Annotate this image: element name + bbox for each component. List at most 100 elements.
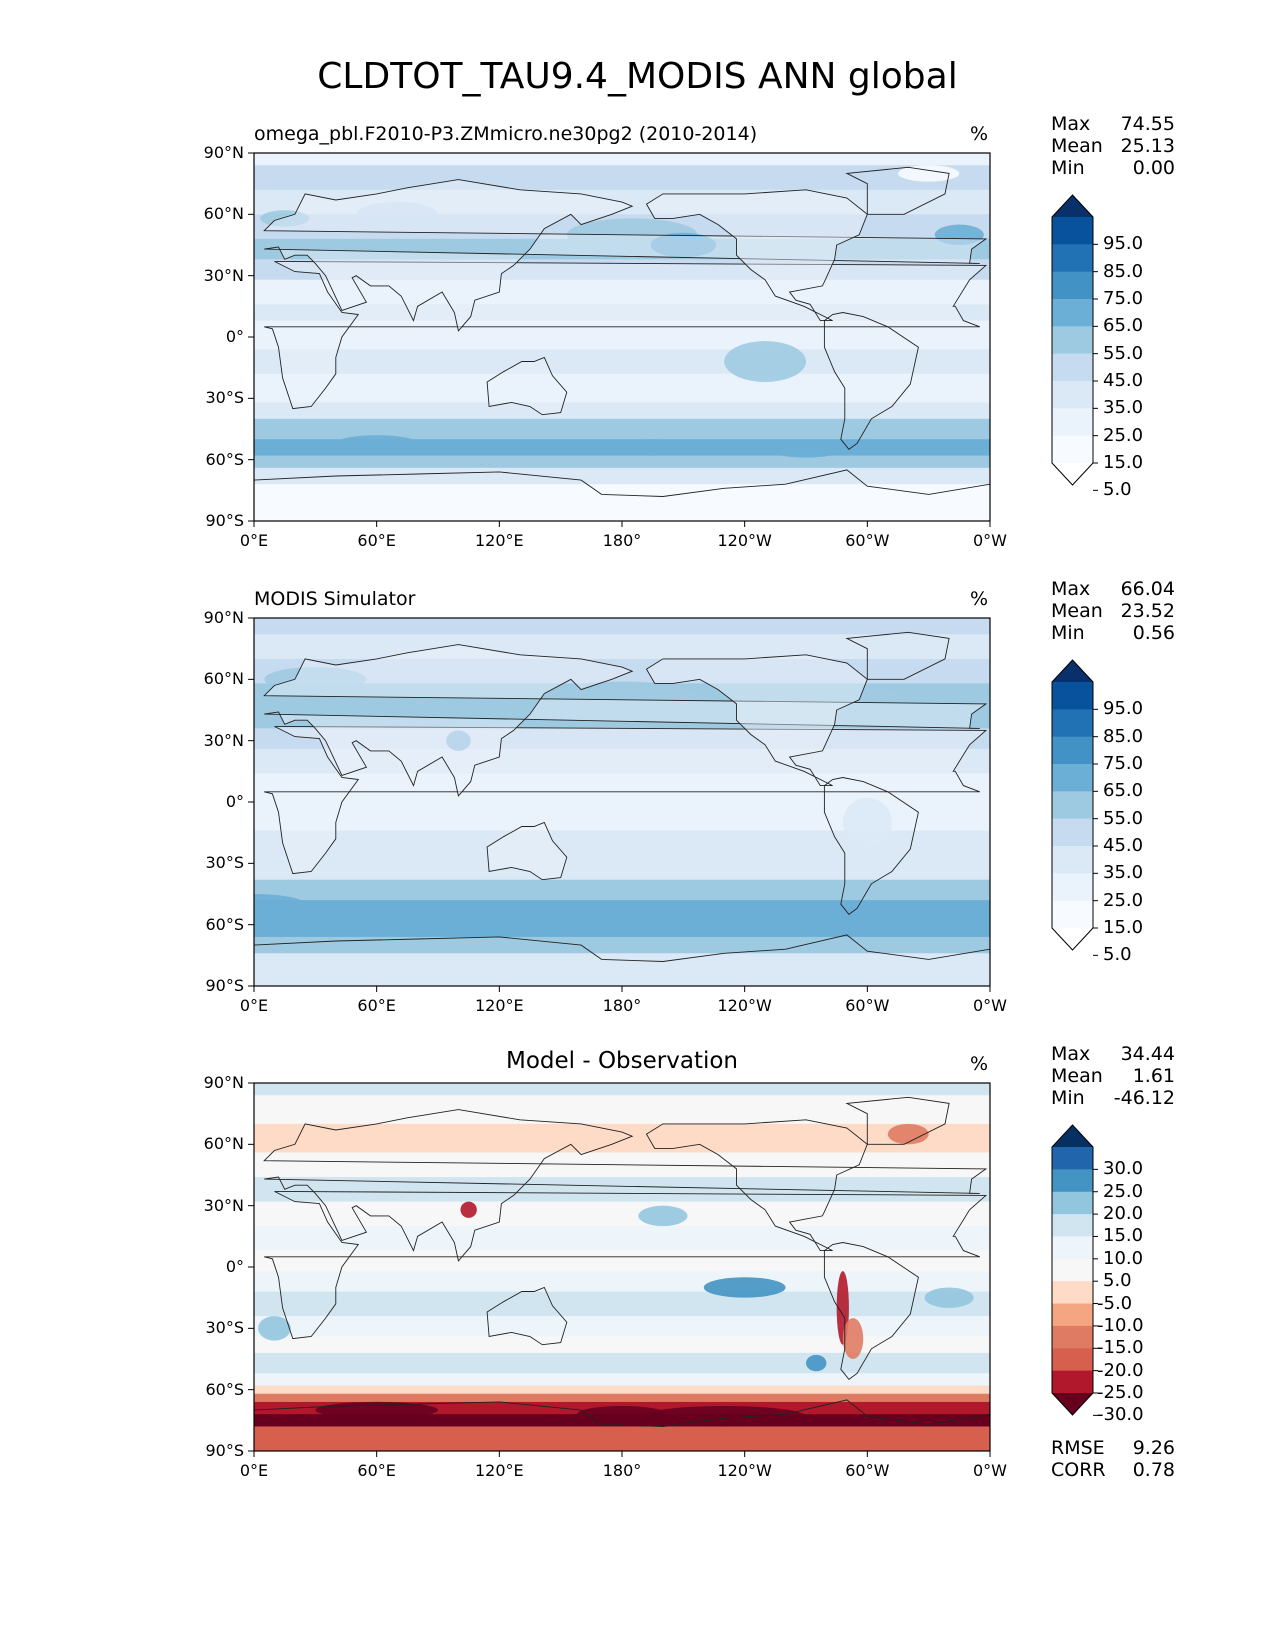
contour-band (254, 1250, 990, 1272)
x-tick-label: 120°E (475, 531, 524, 550)
colorbar-extend-top (1052, 195, 1093, 217)
colorbar-label: 5.0 (1103, 479, 1132, 501)
contour-blob (356, 202, 438, 227)
colorbar-label: 45.0 (1103, 370, 1144, 391)
contour-blob (842, 797, 892, 847)
land-shading (646, 189, 868, 321)
x-tick-label: 0°W (973, 1461, 1007, 1480)
y-tick-label: 90°N (203, 1073, 244, 1092)
y-tick-label: 60°N (203, 1134, 244, 1154)
stat-mean-label: Mean (1051, 600, 1103, 622)
stat-min-label: Min (1051, 622, 1085, 644)
coastline (823, 312, 919, 451)
rmse-label: RMSE (1051, 1437, 1105, 1459)
contour-band (254, 900, 990, 922)
stat-mean-value: 1.61 (1132, 1065, 1175, 1087)
land-shading (264, 644, 986, 796)
colorbar-label: 15.0 (1103, 452, 1144, 473)
colorbar-segment (1052, 682, 1093, 710)
contour-band (254, 936, 990, 954)
colorbar-label: 35.0 (1103, 397, 1144, 419)
colorbar-label: 65.0 (1103, 315, 1144, 337)
x-tick-label: 0°E (239, 531, 269, 550)
stat-mean-label: Mean (1051, 1065, 1103, 1087)
contour-band (254, 484, 990, 521)
contour-band (254, 1336, 990, 1354)
y-tick-label: 90°S (205, 511, 244, 530)
colorbar-label: 65.0 (1103, 780, 1144, 802)
contour-band (254, 153, 990, 166)
x-tick-label: 60°E (357, 531, 396, 550)
colorbar-segment (1052, 1214, 1093, 1237)
panel-title: Model - Observation (505, 1048, 739, 1074)
contour-band (254, 1352, 990, 1374)
map-panel-1 (248, 152, 1098, 527)
contour-band (254, 953, 990, 986)
contour-blob (638, 1205, 688, 1227)
contour-field (254, 1083, 990, 1451)
contour-band (254, 920, 990, 938)
colorbar-segment (1052, 818, 1093, 847)
colorbar-extend-top (1052, 660, 1093, 682)
contour-blob (577, 1406, 667, 1423)
colorbar-segment (1052, 1169, 1093, 1193)
colorbar-segment (1052, 900, 1093, 929)
corr-label: CORR (1051, 1459, 1106, 1481)
panel-title: MODIS Simulator (254, 588, 416, 610)
x-tick-label: 0°W (973, 996, 1007, 1015)
colorbar (1051, 194, 1098, 491)
y-tick-label: 30°S (205, 1318, 244, 1338)
stat-max-value: 34.44 (1120, 1043, 1175, 1065)
contour-blob (335, 435, 418, 452)
x-tick-label: 180° (602, 996, 642, 1015)
land-shading (646, 654, 868, 786)
contour-field (254, 153, 990, 521)
contour-blob (724, 341, 806, 382)
contour-band (254, 810, 990, 832)
unit-label: % (970, 123, 989, 145)
contour-band (254, 879, 990, 901)
colorbar-segment (1052, 1348, 1093, 1372)
colorbar-label: 55.0 (1103, 342, 1144, 364)
contour-band (254, 349, 990, 375)
y-tick-label: 30°N (203, 1195, 244, 1215)
coastline (486, 821, 568, 881)
colorbar-segment (1052, 353, 1093, 382)
colorbar-label: -20.0 (1097, 1359, 1144, 1381)
contour-band (254, 1123, 990, 1154)
x-tick-label: 120°E (475, 1461, 524, 1480)
stat-mean-label: Mean (1051, 135, 1103, 157)
contour-band (254, 748, 990, 774)
coastline (486, 356, 568, 416)
contour-band (254, 279, 990, 305)
x-tick-label: 60°W (845, 996, 890, 1015)
stat-mean-value: 23.52 (1120, 600, 1175, 622)
colorbar-label: 35.0 (1103, 862, 1144, 884)
colorbar-segment (1052, 381, 1093, 409)
colorbar-segment (1052, 299, 1093, 327)
x-tick-label: 120°W (717, 531, 772, 550)
contour-band (254, 707, 990, 729)
colorbar-segment (1052, 709, 1093, 738)
x-tick-label: 60°E (357, 996, 396, 1015)
y-tick-label: 60°S (205, 449, 244, 469)
colorbar-label: 95.0 (1103, 698, 1144, 720)
colorbar-label: 75.0 (1103, 288, 1144, 309)
contour-blob (887, 1123, 929, 1145)
contour-blob (417, 904, 582, 925)
stat-mean-value: 25.13 (1120, 135, 1175, 157)
coastline (823, 1242, 919, 1381)
contour-blob (898, 165, 960, 182)
colorbar-label: -15.0 (1097, 1337, 1144, 1359)
colorbar-segment (1052, 791, 1093, 820)
colorbar-segment (1052, 873, 1093, 902)
x-tick-label: 180° (602, 531, 642, 550)
coastline (263, 1109, 988, 1262)
contour-band (254, 1426, 990, 1451)
contour-band (254, 773, 990, 791)
contour-band (254, 1083, 990, 1096)
colorbar-label: 85.0 (1103, 725, 1144, 747)
coastline (845, 166, 950, 215)
contour-blob (934, 224, 984, 245)
